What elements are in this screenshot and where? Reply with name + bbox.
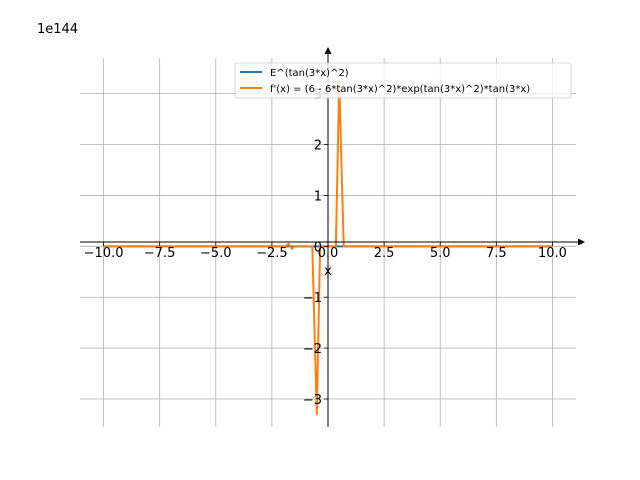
x-tick-label: −2.5: [256, 246, 288, 261]
series-line-2: [103, 79, 553, 416]
x-tick-label: 7.5: [486, 246, 507, 261]
y-tick-label: −2: [303, 342, 322, 357]
y-offset-text: 1e144: [37, 22, 78, 37]
x-tick-label: −10.0: [84, 246, 124, 261]
y-tick-label: 1: [314, 189, 322, 204]
y-tick-label: 2: [314, 139, 322, 154]
legend: E^(tan(3*x)^2) f'(x) = (6 - 6*tan(3*x)^2…: [234, 62, 572, 99]
legend-label-series-2: f'(x) = (6 - 6*tan(3*x)^2)*exp(tan(3*x)^…: [270, 84, 530, 95]
legend-label-series-1: E^(tan(3*x)^2): [270, 68, 349, 79]
x-tick-label: 2.5: [374, 246, 395, 261]
x-tick-label: −7.5: [144, 246, 176, 261]
x-axis-arrow: [578, 238, 585, 246]
x-tick-label: 5.0: [430, 246, 451, 261]
x-axis-label: x: [324, 264, 332, 279]
x-tick-label: 10.0: [538, 246, 567, 261]
legend-box: [234, 62, 572, 99]
axes: [80, 47, 585, 427]
y-tick-label: −1: [303, 291, 322, 306]
y-tick-label: −3: [303, 393, 322, 408]
y-axis-arrow: [324, 47, 332, 54]
y-tick-label: 0: [314, 240, 322, 255]
x-tick-label: 0.0: [318, 246, 339, 261]
tick-marks: −10.0 −7.5 −5.0 −2.5 0.0 2.5 5.0 7.5 10.0 −3 −2 −1 0…: [84, 88, 567, 408]
x-tick-label: −5.0: [200, 246, 232, 261]
